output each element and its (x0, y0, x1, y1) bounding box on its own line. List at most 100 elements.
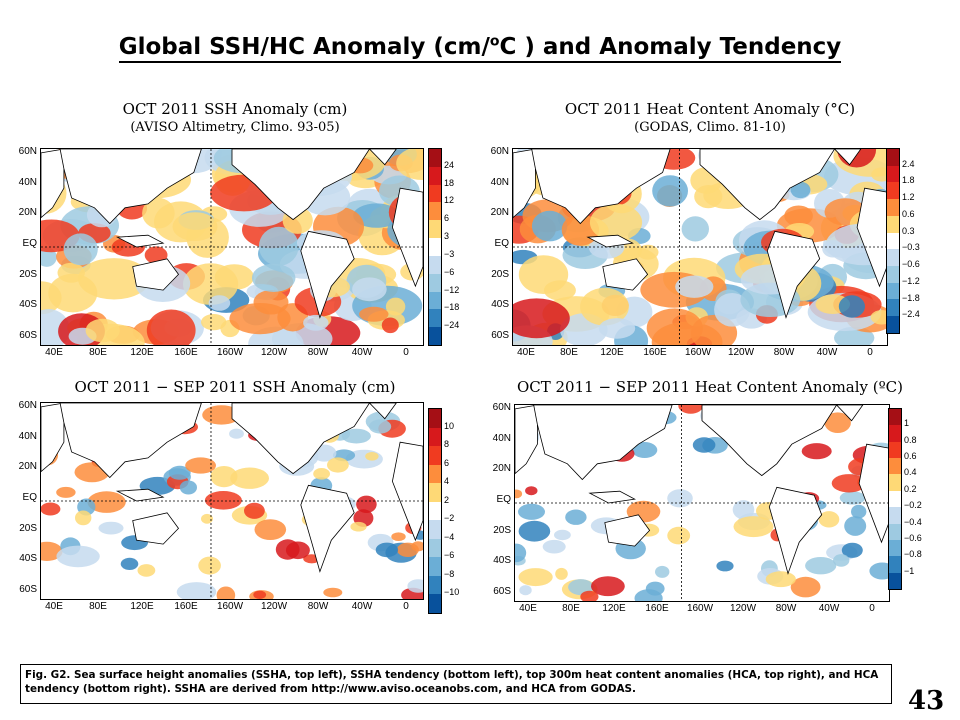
colorbar (428, 148, 442, 346)
lat-tick-label: 60N (492, 402, 511, 413)
colorbar (886, 148, 900, 334)
landmass (604, 514, 651, 547)
lon-tick-label: 120W (260, 347, 288, 358)
lat-tick-label: 20N (18, 207, 37, 219)
lon-tick-label: 40E (45, 347, 63, 358)
anomaly-patch (356, 495, 377, 513)
landmass (231, 149, 370, 221)
anomaly-patch (801, 443, 832, 460)
colorbar-swatch (889, 572, 901, 589)
colorbar-swatch (887, 149, 899, 166)
anomaly-patch (580, 590, 599, 601)
anomaly-patch (365, 452, 379, 461)
anomaly-patch (137, 564, 156, 577)
landmass (586, 234, 634, 248)
anomaly-patch (323, 587, 343, 598)
anomaly-patch (254, 519, 287, 540)
lon-tick-label: 120E (130, 601, 154, 612)
panel-ssh-anomaly: OCT 2011 SSH Anomaly (cm) (AVISO Altimet… (10, 92, 460, 370)
lat-tick-label: 40S (19, 553, 37, 565)
colorbar-label: −2 (444, 513, 455, 524)
lat-tick-label: EQ (494, 238, 509, 249)
anomaly-patch (870, 310, 887, 325)
anomaly-patch (208, 295, 231, 311)
colorbar-label: −0.2 (904, 500, 922, 511)
anomaly-patch (303, 314, 329, 331)
lon-tick-label: 80W (307, 347, 329, 358)
landmass (368, 403, 397, 420)
anomaly-patch (185, 457, 217, 474)
landmass (132, 512, 180, 545)
anomaly-patch (824, 412, 851, 433)
anomaly-patch (56, 545, 100, 568)
anomaly-patch (85, 318, 120, 343)
anomaly-patch (87, 491, 126, 513)
lon-tick-label: 80E (562, 603, 580, 614)
colorbar-label: 0.6 (902, 208, 915, 219)
anomaly-patch (565, 509, 587, 525)
lat-tick-label: 40N (490, 176, 509, 188)
anomaly-patch (591, 576, 625, 597)
lon-tick-label: 40W (818, 603, 840, 614)
landmass (515, 405, 538, 475)
colorbar-swatch (889, 425, 901, 442)
colorbar-label: −0.6 (902, 259, 920, 270)
landmass (768, 486, 823, 575)
anomaly-patch (244, 502, 265, 519)
colorbar-swatch (429, 427, 441, 447)
landmass (701, 405, 838, 477)
anomaly-patch (230, 467, 269, 489)
colorbar-label: −0.3 (902, 242, 920, 253)
anomaly-patch (631, 442, 658, 458)
colorbar-swatch (887, 199, 899, 216)
anomaly-patch (179, 480, 197, 495)
lat-tick-label: 20S (491, 268, 509, 280)
lon-tick-label: 40W (351, 601, 373, 612)
colorbar-swatch (887, 215, 899, 233)
lat-tick-label: 60S (491, 330, 509, 341)
colorbar-label: 1 (904, 418, 910, 429)
anomaly-patch (146, 309, 196, 345)
lon-tick-label: 160W (216, 601, 244, 612)
colorbar-swatch (887, 165, 899, 183)
colorbar-label: −6 (444, 266, 455, 277)
landmass (41, 403, 65, 473)
page-number: 43 (908, 686, 945, 716)
panel-ssh-tendency: OCT 2011 − SEP 2011 SSH Anomaly (cm) 60N… (10, 372, 460, 662)
lon-tick-label: 120E (130, 347, 154, 358)
colorbar-label: 6 (444, 213, 450, 224)
colorbar-swatch (429, 291, 441, 310)
anomaly-patch (681, 216, 709, 242)
landmass (231, 403, 370, 475)
landmass (602, 258, 649, 291)
anomaly-patch (598, 318, 636, 339)
anomaly-patch (229, 428, 244, 439)
colorbar (888, 408, 902, 590)
colorbar-swatch (429, 255, 441, 274)
anomaly-patch (580, 287, 629, 326)
anomaly-patch (63, 233, 98, 266)
panel-hc-anomaly: OCT 2011 Heat Content Anomaly (°C) (GODA… (480, 92, 940, 370)
panel-title: OCT 2011 − SEP 2011 SSH Anomaly (cm) (74, 378, 396, 396)
anomaly-patch (732, 500, 755, 520)
anomaly-patch (844, 516, 867, 536)
anomaly-patch (542, 539, 566, 554)
anomaly-patch (381, 317, 399, 334)
slide-title: Global SSH/HC Anomaly (cm/oC ) and Anoma… (0, 33, 960, 63)
panel-subtitle: (GODAS, Climo. 81-10) (634, 120, 786, 135)
colorbar-label: 18 (444, 177, 455, 188)
landmass (699, 149, 836, 221)
world-map (40, 402, 424, 600)
anomaly-patch (201, 314, 227, 331)
anomaly-patch (183, 263, 239, 305)
lon-tick-label: 80W (307, 601, 329, 612)
anomaly-patch (519, 585, 532, 596)
lon-tick-label: 160W (686, 603, 714, 614)
anomaly-patch (790, 181, 811, 199)
anomaly-patch (369, 419, 392, 434)
colorbar-swatch (889, 507, 901, 524)
lon-tick-label: 80E (89, 601, 107, 612)
lat-tick-label: 40N (18, 430, 37, 442)
colorbar-label: −3 (444, 248, 455, 259)
lon-tick-label: 120E (600, 347, 624, 358)
